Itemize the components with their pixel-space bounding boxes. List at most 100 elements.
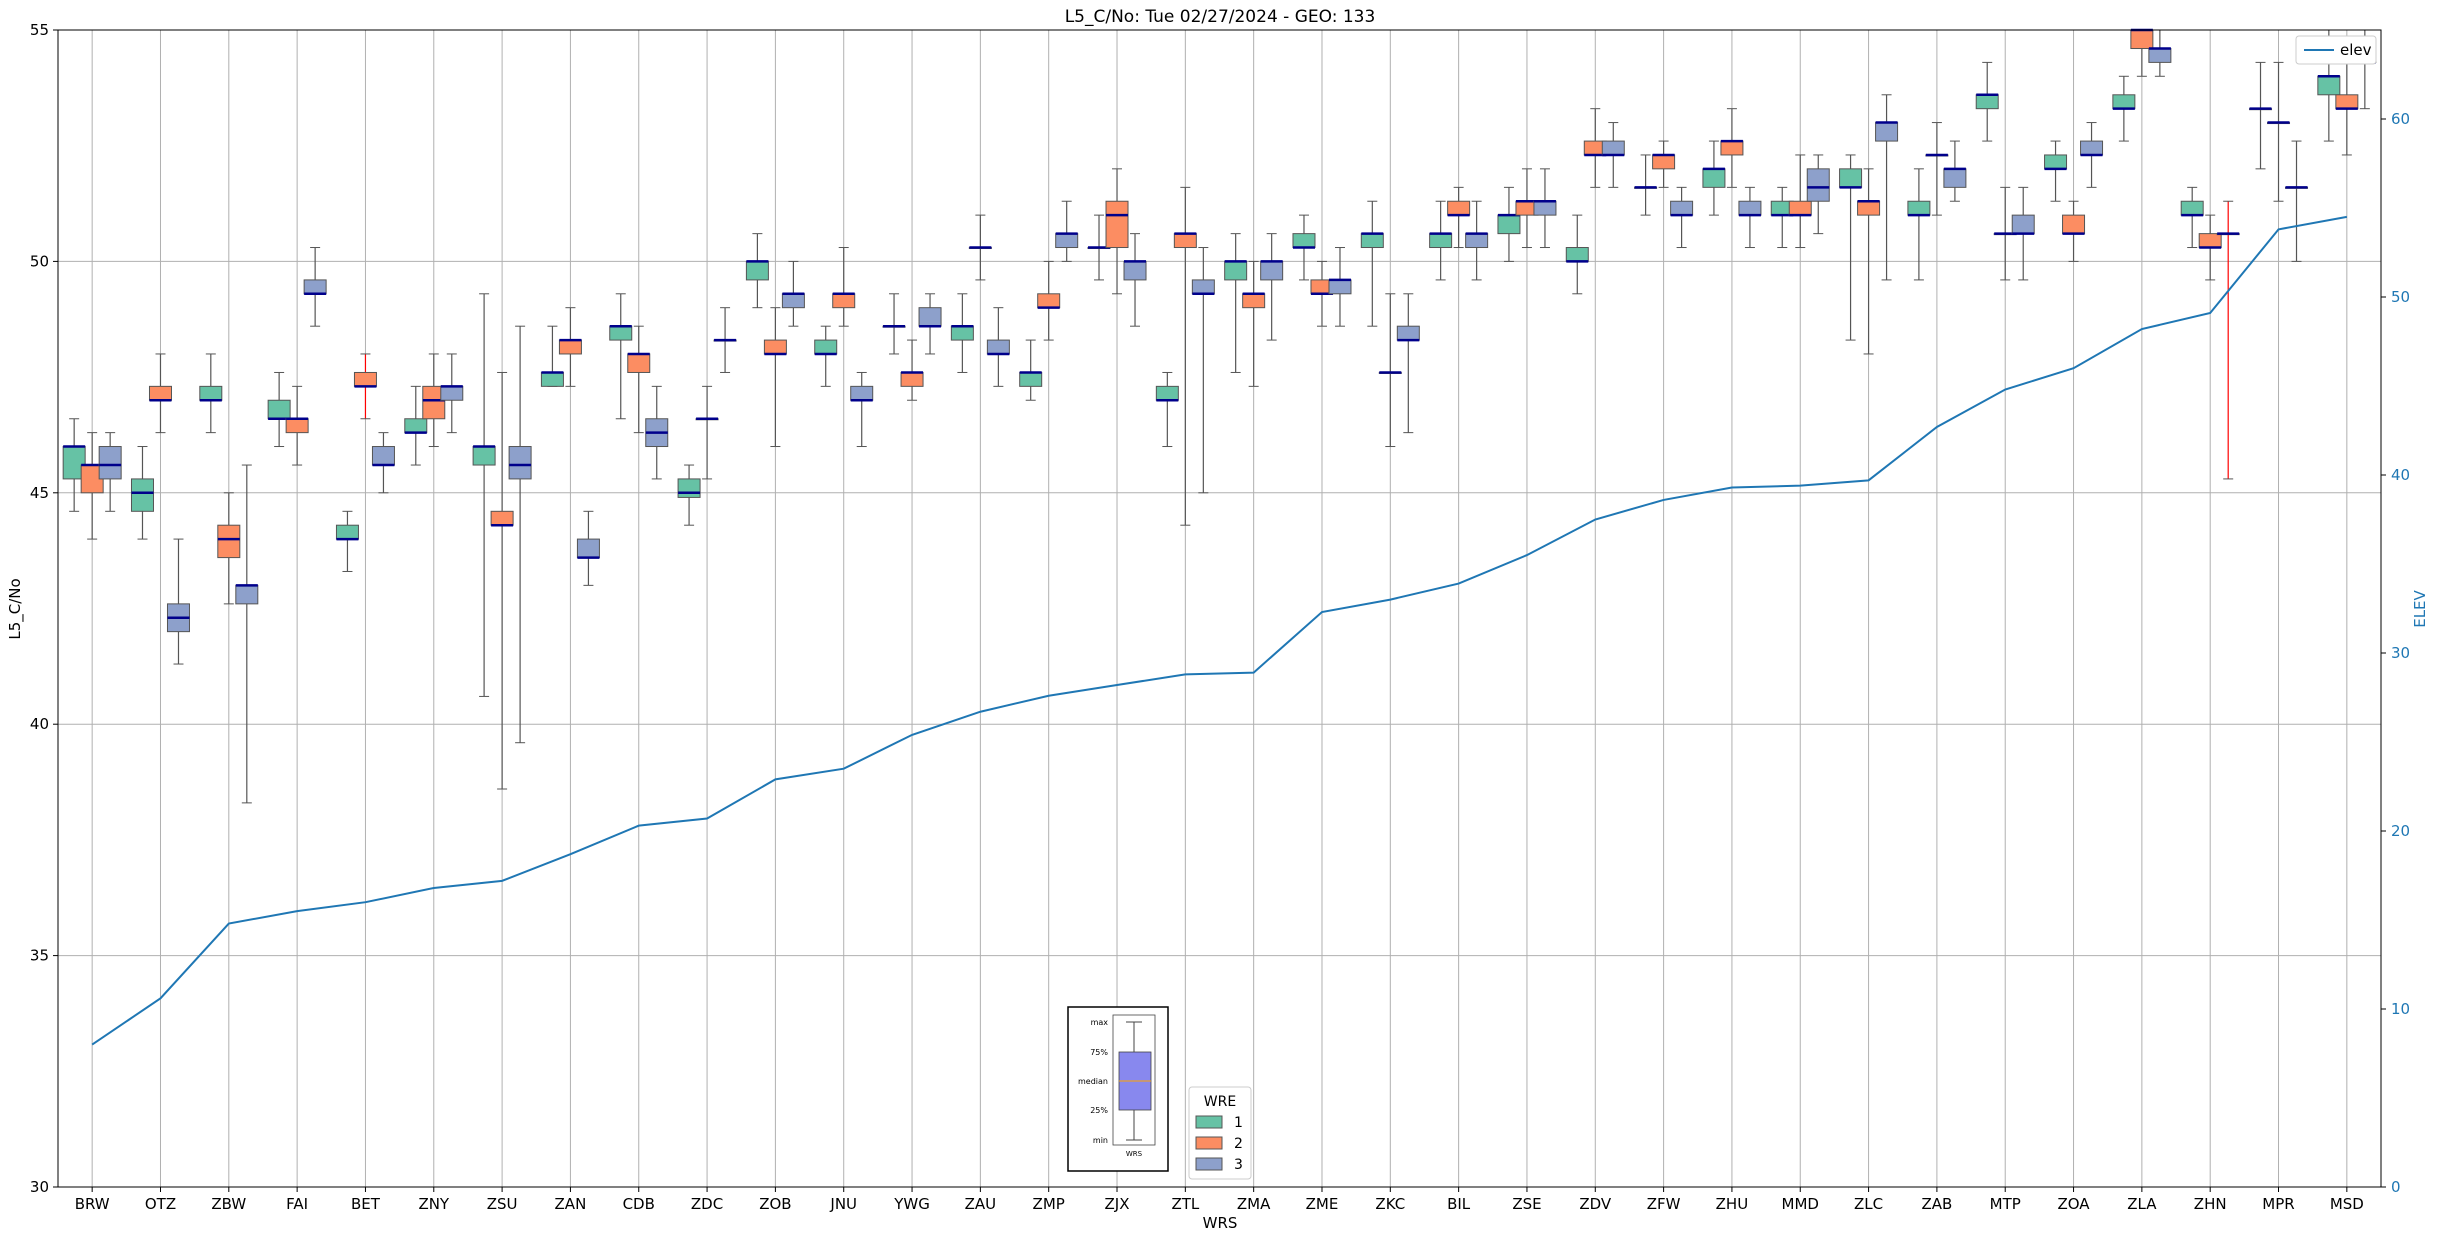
box <box>1565 247 1589 262</box>
box <box>1242 293 1266 309</box>
box <box>2080 140 2104 156</box>
box-2-zfw <box>1652 140 1676 188</box>
y2-tick-label: 10 <box>2391 1000 2410 1018</box>
box-1-zlc <box>1839 154 1863 341</box>
box <box>490 510 514 526</box>
x-tick-label: BRW <box>75 1195 110 1213</box>
box <box>814 339 838 355</box>
x-tick-label: ZMA <box>1237 1195 1271 1213</box>
box <box>1396 325 1420 341</box>
box-1-ywg <box>882 293 906 355</box>
box <box>1155 385 1179 401</box>
box <box>1601 140 1625 156</box>
box-2-zkc <box>1378 293 1402 448</box>
box <box>900 371 924 387</box>
box-1-zfw <box>1634 154 1658 216</box>
box-3-zme <box>1328 247 1352 327</box>
svg-text:min: min <box>1093 1136 1108 1145</box>
x-axis: BRW OTZ ZBW FAI BET ZNY ZSU ZAN CDB ZDC ZOB JNU YWG Z… <box>75 1187 2364 1213</box>
x-tick-label: ZNY <box>418 1195 449 1213</box>
box <box>1429 233 1453 249</box>
y-tick-label: 35 <box>30 947 49 965</box>
box <box>540 371 564 387</box>
box <box>404 418 428 434</box>
box-1-msd <box>2317 29 2341 142</box>
box <box>1173 233 1197 249</box>
y2-axis-label: ELEV <box>2411 589 2429 627</box>
box-3-zfw <box>1670 186 1694 249</box>
box <box>353 371 377 387</box>
x-tick-label: ZJX <box>1105 1195 1130 1213</box>
box-3-zan <box>576 510 600 586</box>
box <box>130 478 154 512</box>
wre-legend-swatch-1 <box>1195 1115 1223 1129</box>
box-1-zme <box>1292 214 1316 281</box>
box-3-zab <box>1943 140 1967 202</box>
box-1-zab <box>1907 168 1931 281</box>
wre-legend: WRE 1 2 3 <box>1188 1086 1252 1180</box>
box <box>950 325 974 341</box>
box <box>1857 200 1881 216</box>
box-1-zdv <box>1565 214 1589 295</box>
wre-legend-swatch-3 <box>1195 1157 1223 1171</box>
box <box>1019 371 1043 387</box>
box-2-ztl <box>1173 186 1197 526</box>
box-3-zlc <box>1875 94 1899 281</box>
x-axis-label: WRS <box>1203 1214 1238 1232</box>
y2-tick-label: 0 <box>2391 1178 2401 1196</box>
x-tick-label: ZLA <box>2127 1195 2157 1213</box>
box-2-zdc <box>695 385 719 480</box>
box <box>508 446 532 480</box>
box <box>199 385 223 401</box>
y2-tick-label: 60 <box>2391 110 2410 128</box>
box-3-zjx <box>1123 233 1147 327</box>
box <box>627 353 651 373</box>
box-2-zhu <box>1720 108 1744 188</box>
box-2-cdb <box>627 325 651 434</box>
box-3-bil <box>1465 200 1489 281</box>
box <box>745 260 769 281</box>
x-tick-label: ZFW <box>1647 1195 1681 1213</box>
box-2-zau <box>968 214 992 281</box>
box-2-bet <box>353 353 377 420</box>
svg-text:25%: 25% <box>1090 1106 1108 1115</box>
box-3-fai <box>303 247 327 327</box>
x-tick-label: CDB <box>623 1195 655 1213</box>
box-3-zob <box>781 260 805 327</box>
box <box>98 446 122 480</box>
box-1-zma <box>1224 233 1248 373</box>
wre-legend-label-2: 2 <box>1234 1136 1243 1152</box>
x-tick-label: ZHU <box>1716 1195 1749 1213</box>
box-1-zny <box>404 385 428 466</box>
svg-text:max: max <box>1091 1018 1109 1027</box>
box <box>1037 293 1061 309</box>
box-2-ywg <box>900 339 924 401</box>
box-1-zsu <box>472 293 496 697</box>
x-tick-label: ZTL <box>1171 1195 1199 1213</box>
box-3-zny <box>440 353 464 434</box>
box-1-zdc <box>677 464 701 526</box>
grid <box>58 29 2381 1188</box>
box-2-zhn <box>2198 214 2222 281</box>
box-2-fai <box>285 385 309 466</box>
x-tick-label: ZAB <box>1921 1195 1952 1213</box>
x-tick-label: ZKC <box>1375 1195 1405 1213</box>
box <box>1447 200 1471 216</box>
box-3-zdv <box>1601 122 1625 188</box>
plot-frame <box>57 29 2382 1188</box>
box <box>1875 122 1899 142</box>
box <box>1055 233 1079 249</box>
box-3-zla <box>2148 29 2172 77</box>
x-tick-label: JNU <box>829 1195 857 1213</box>
box-1-mpr <box>2249 61 2273 170</box>
box-1-zan <box>540 325 564 387</box>
x-tick-label: MSD <box>2330 1195 2364 1213</box>
box-1-zla <box>2112 75 2136 142</box>
x-tick-label: OTZ <box>145 1195 176 1213</box>
box <box>1123 260 1147 281</box>
box <box>1975 94 1999 110</box>
x-tick-label: BIL <box>1447 1195 1471 1213</box>
y2-tick-label: 30 <box>2391 644 2410 662</box>
box-2-zlc <box>1857 168 1881 355</box>
box-1-zob <box>745 233 769 309</box>
